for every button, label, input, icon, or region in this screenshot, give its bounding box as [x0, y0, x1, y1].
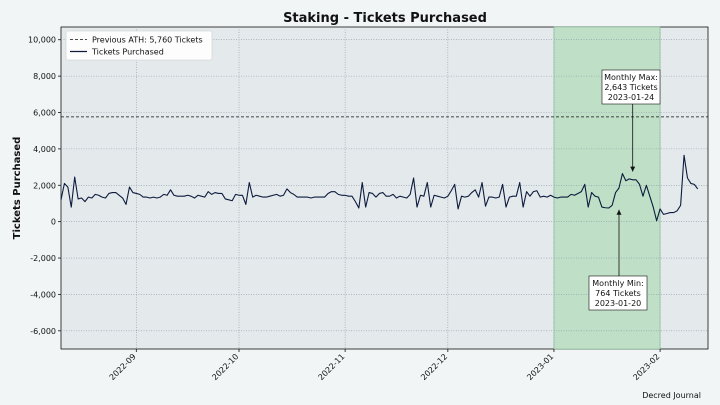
- chart-credit: Decred Journal: [642, 391, 701, 400]
- annotation-text: Monthly Max:: [604, 73, 658, 82]
- annotation-arrowhead: [630, 166, 636, 172]
- annotation-box: [601, 69, 661, 105]
- annotation-text: 2,643 Tickets: [604, 83, 657, 92]
- y-tick-label: 8,000: [33, 72, 56, 81]
- y-tick-label: 0: [51, 218, 56, 227]
- y-tick-layer: -6,000 -4,000 -2,000 0 2,000 4,000 6,000 8,000 1…: [28, 36, 61, 336]
- x-tick-label: 2022-12: [419, 352, 449, 382]
- x-tick-label: 2022-11: [317, 352, 347, 382]
- y-tick-label: 2,000: [33, 181, 56, 190]
- y-tick-label: 6,000: [33, 109, 56, 118]
- annotation-text: Monthly Min:: [592, 279, 643, 288]
- legend: Previous ATH: 5,760 Tickets Tickets Purc…: [65, 30, 213, 61]
- y-tick-label: -4,000: [30, 290, 56, 299]
- x-tick-layer: 2022-09 2022-10 2022-11 2022-12 2023-01 2023-…: [108, 349, 661, 382]
- annotation-arrowhead: [616, 209, 622, 215]
- x-tick-label: 2023-01: [525, 352, 555, 382]
- series-layer: [60, 154, 699, 222]
- series-line-tickets-purchased: [60, 154, 699, 222]
- x-tick-label: 2022-09: [108, 352, 138, 382]
- y-tick-label: 4,000: [33, 145, 56, 154]
- annotation-text: 2023-01-20: [595, 299, 642, 308]
- y-tick-label: 10,000: [28, 36, 56, 45]
- x-tick-label: 2023-02: [631, 352, 661, 382]
- annotation-text: 764 Tickets: [595, 289, 641, 298]
- legend-ath-label: Previous ATH: 5,760 Tickets: [92, 36, 203, 45]
- y-tick-label: -6,000: [30, 327, 56, 336]
- annotation-text: 2023-01-24: [608, 93, 655, 102]
- annotation-box: [588, 275, 648, 311]
- legend-series-label: Tickets Purchased: [91, 48, 164, 57]
- chart-title: Staking - Tickets Purchased: [283, 11, 487, 26]
- legend-box: [65, 30, 213, 61]
- y-tick-label: -2,000: [30, 254, 56, 263]
- y-axis-title: Tickets Purchased: [12, 137, 23, 240]
- x-tick-label: 2022-10: [210, 352, 240, 382]
